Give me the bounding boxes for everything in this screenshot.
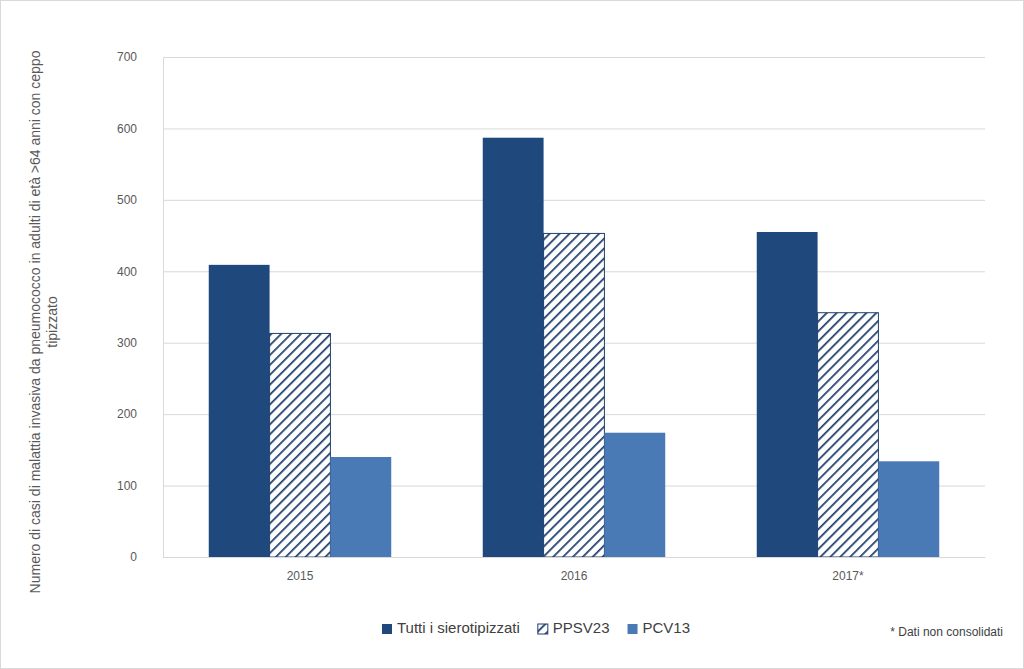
- y-tick-label: 100: [117, 479, 137, 493]
- chart: 0 100 200 300 400 500 600 700 2015 2016 2017* Numer…: [0, 0, 1024, 669]
- grid-line: [163, 557, 985, 558]
- frame: [1, 1, 1024, 669]
- bar: [818, 313, 879, 557]
- bar: [878, 461, 939, 557]
- y-tick-label: 400: [117, 265, 137, 279]
- bars: [209, 138, 939, 557]
- legend-swatch: [628, 624, 638, 634]
- bar: [757, 232, 818, 557]
- legend: Tutti i sierotipizzati PPSV23 PCV13: [382, 619, 690, 636]
- bar: [483, 138, 544, 557]
- legend-item: PCV13: [628, 619, 691, 636]
- legend-label: PPSV23: [553, 619, 610, 636]
- legend-label: Tutti i sierotipizzati: [397, 619, 520, 636]
- x-tick-label: 2016: [561, 569, 588, 583]
- y-tick-label: 200: [117, 407, 137, 421]
- y-axis-line: [163, 58, 164, 558]
- bar: [544, 233, 605, 557]
- x-tick: 2017*: [832, 557, 864, 583]
- grid-line: [163, 128, 985, 129]
- y-tick: 500: [117, 193, 985, 207]
- bar: [604, 433, 665, 557]
- y-axis: 0 100 200 300 400 500 600 700: [117, 50, 985, 564]
- grid-line: [163, 200, 985, 201]
- y-tick-label: 0: [130, 550, 137, 564]
- x-tick: 2016: [561, 557, 588, 583]
- legend-item: Tutti i sierotipizzati: [382, 619, 520, 636]
- legend-swatch: [382, 624, 392, 634]
- y-tick-label: 500: [117, 193, 137, 207]
- bar: [270, 333, 331, 557]
- y-tick-label: 300: [117, 336, 137, 350]
- bar: [330, 457, 391, 557]
- x-tick-label: 2017*: [832, 569, 864, 583]
- bar: [209, 265, 270, 557]
- legend-item: PPSV23: [538, 619, 610, 636]
- y-tick: 700: [117, 50, 985, 64]
- x-axis-line: [164, 557, 986, 558]
- x-tick: 2015: [287, 557, 314, 583]
- legend-label: PCV13: [643, 619, 691, 636]
- legend-swatch: [538, 624, 548, 634]
- y-tick-label: 700: [117, 50, 137, 64]
- grid-line: [163, 57, 985, 58]
- x-tick-label: 2015: [287, 569, 314, 583]
- y-tick-label: 600: [117, 122, 137, 136]
- x-axis: 2015 2016 2017*: [164, 557, 986, 583]
- y-axis-title: Numero di casi di malattia invasiva da p…: [27, 50, 60, 593]
- y-tick: 600: [117, 122, 985, 136]
- annotation: * Dati non consolidati: [890, 625, 1003, 639]
